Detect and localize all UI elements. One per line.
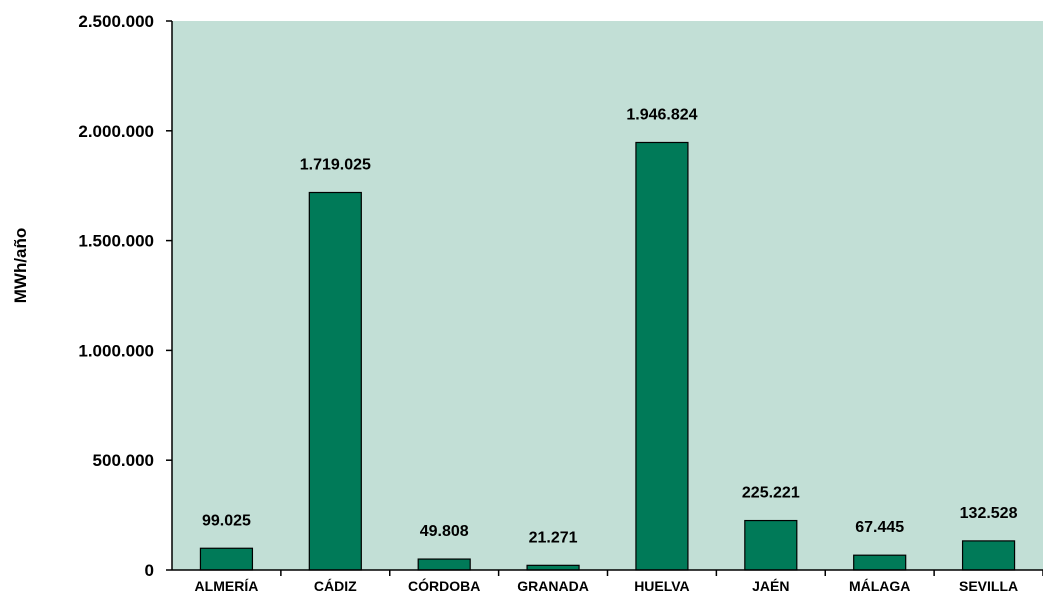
bar: [853, 554, 907, 571]
data-label: 132.528: [960, 505, 1018, 522]
y-tick-label: 1.000.000: [78, 341, 154, 360]
category-label: CÁDIZ: [314, 578, 357, 594]
category-label: HUELVA: [634, 578, 689, 594]
data-label: 21.271: [529, 529, 578, 546]
data-label: 1.946.824: [626, 106, 697, 123]
data-label: 1.719.025: [300, 157, 371, 174]
bars: [199, 141, 1016, 571]
category-label: JAÉN: [752, 578, 789, 594]
y-tick-label: 2.500.000: [78, 12, 154, 31]
data-label: 49.808: [420, 523, 469, 540]
x-axis-ticks: ALMERÍA CÁDIZ CÓRDOBA GRANADA HUELVA JAÉN MÁLA…: [195, 570, 1043, 594]
bar: [961, 540, 1016, 571]
bar: [199, 547, 254, 571]
bar: [635, 141, 689, 571]
plot-area: [172, 21, 1043, 570]
category-label: ALMERÍA: [195, 578, 259, 594]
data-label: 225.221: [742, 485, 800, 502]
data-labels: 99.025 1.719.025 49.808 21.271 1.946.824 225.…: [202, 106, 1018, 546]
y-tick-label: 2.000.000: [78, 122, 154, 141]
bar: [308, 191, 362, 571]
category-label: SEVILLA: [959, 578, 1018, 594]
y-axis-title: MWh/año: [11, 228, 30, 304]
category-label: CÓRDOBA: [408, 577, 480, 594]
data-label: 99.025: [202, 512, 251, 529]
bar: [417, 558, 471, 571]
y-tick-label: 0: [145, 561, 154, 580]
y-tick-label: 500.000: [93, 451, 154, 470]
category-label: GRANADA: [517, 578, 589, 594]
category-label: MÁLAGA: [849, 578, 910, 594]
y-axis-ticks: 0 500.000 1.000.000 1.500.000 2.000.000 2.500…: [78, 12, 172, 580]
y-tick-label: 1.500.000: [78, 232, 154, 251]
data-label: 67.445: [855, 519, 904, 536]
bar: [744, 519, 798, 571]
